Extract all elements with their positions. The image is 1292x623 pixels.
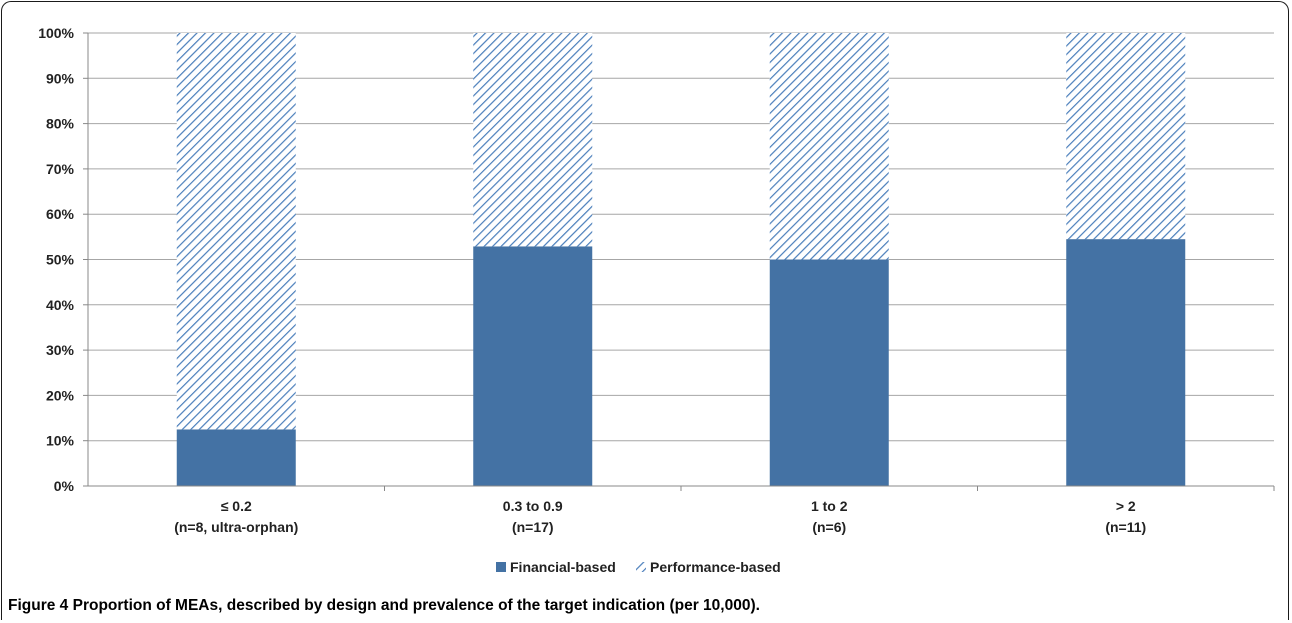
figure-caption: Figure 4 Proportion of MEAs, described b… [8, 597, 760, 615]
x-tick-label: 1 to 2 [811, 498, 848, 514]
x-tick-label: > 2 [1116, 498, 1136, 514]
caption-label: Figure 4 [8, 597, 69, 614]
bars [176, 33, 1186, 486]
y-tick-label: 100% [38, 25, 74, 41]
bar-financial-based [769, 259, 889, 486]
x-tick-label: ≤ 0.2 [221, 498, 252, 514]
bar-performance-based [769, 33, 889, 260]
y-tick-label: 20% [46, 387, 75, 403]
y-tick-label: 90% [46, 70, 75, 86]
y-tick-label: 0% [54, 478, 75, 494]
y-tick-label: 40% [46, 297, 75, 313]
bar-performance-based [473, 33, 593, 247]
stacked-bar-chart: 0% 10% 20% 30% 40% 50% 60% 70% 80% 90% 100% ≤ 0.2 (n… [38, 25, 1275, 575]
y-tick-label: 50% [46, 252, 75, 268]
axes: 0% 10% 20% 30% 40% 50% 60% 70% 80% 90% 100% ≤ 0.2 (n… [38, 25, 1275, 535]
legend-label-financial-based: Financial-based [510, 559, 616, 575]
bar-financial-based [176, 429, 296, 486]
bar-performance-based [1066, 33, 1186, 240]
x-tick-sublabel: (n=11) [1105, 519, 1146, 535]
x-tick-label: 0.3 to 0.9 [503, 498, 563, 514]
y-tick-label: 60% [46, 206, 75, 222]
bar-financial-based [1066, 239, 1186, 486]
y-tick-label: 70% [46, 161, 75, 177]
y-tick-label: 30% [46, 342, 75, 358]
bar-performance-based [176, 33, 296, 430]
legend-swatch-financial-based [496, 562, 506, 572]
x-tick-sublabel: (n=6) [812, 519, 846, 535]
legend-swatch-performance-based [636, 562, 646, 572]
caption-text: Proportion of MEAs, described by design … [72, 597, 760, 614]
x-tick-sublabel: (n=17) [512, 519, 554, 535]
x-tick-sublabel: (n=8, ultra-orphan) [174, 519, 298, 535]
y-tick-label: 80% [46, 116, 75, 132]
y-tick-label: 10% [46, 433, 75, 449]
bar-financial-based [473, 246, 593, 486]
legend-label-performance-based: Performance-based [650, 559, 781, 575]
legend: Financial-based Performance-based [496, 559, 781, 575]
